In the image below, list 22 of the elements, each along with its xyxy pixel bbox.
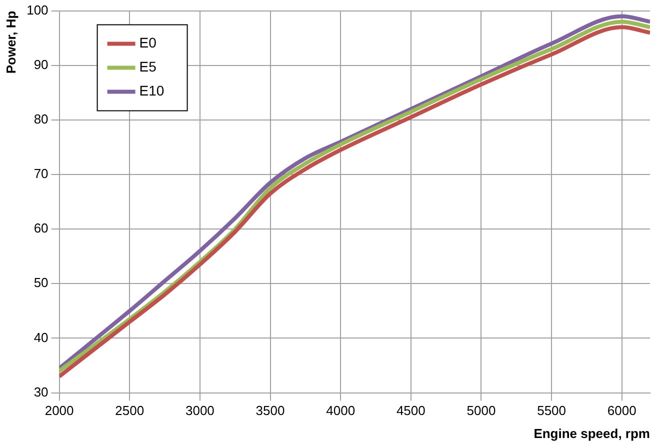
y-tick-label: 60 — [34, 220, 48, 236]
y-axis-title: Power, Hp — [3, 10, 18, 74]
y-tick-label: 30 — [34, 384, 48, 400]
y-tick-label: 90 — [34, 56, 48, 72]
x-tick-label: 2000 — [44, 403, 74, 418]
y-tick-label: 100 — [26, 2, 48, 18]
x-tick-label: 3000 — [185, 403, 214, 418]
x-tick-label: 4000 — [326, 403, 356, 418]
x-tick-label: 5000 — [466, 403, 496, 418]
x-axis-title: Engine speed, rpm — [534, 426, 650, 441]
legend-label: E5 — [139, 58, 157, 75]
x-tick-label: 3500 — [256, 403, 285, 418]
x-tick-label: 4500 — [396, 403, 426, 418]
y-tick-label: 40 — [34, 330, 48, 345]
y-tick-label: 70 — [34, 166, 48, 182]
y-tick-label: 80 — [34, 112, 48, 127]
x-tick-label: 5500 — [537, 403, 566, 418]
x-tick-label: 2500 — [115, 403, 144, 418]
x-tick-label: 6000 — [607, 403, 636, 418]
legend-label: E10 — [139, 82, 164, 99]
y-tick-label: 50 — [34, 275, 48, 290]
legend-label: E0 — [139, 34, 157, 51]
